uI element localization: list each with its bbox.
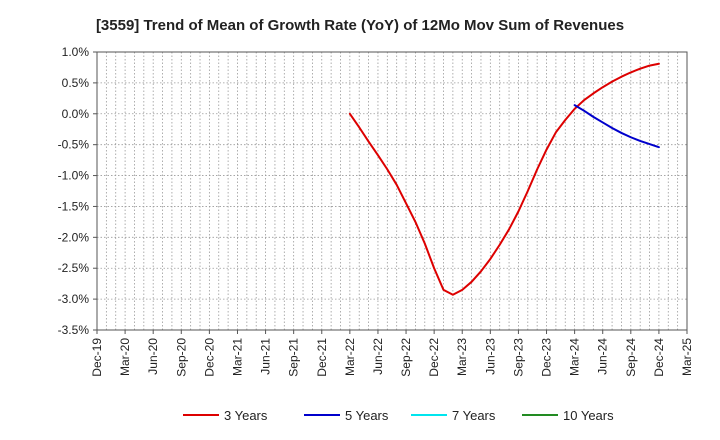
x-tick-label: Sep-23 bbox=[511, 338, 525, 377]
y-tick-label: 0.5% bbox=[62, 76, 90, 90]
y-tick-label: -1.5% bbox=[58, 199, 90, 213]
y-tick-label: -0.5% bbox=[58, 138, 90, 152]
series-layer bbox=[348, 62, 660, 296]
x-tick-label: Dec-19 bbox=[90, 338, 104, 377]
x-tick-label: Mar-22 bbox=[343, 338, 357, 376]
legend: 3 Years 5 Years 7 Years 10 Years bbox=[183, 408, 614, 423]
y-tick-label: 1.0% bbox=[62, 45, 90, 59]
legend-label-10-years: 10 Years bbox=[563, 408, 614, 423]
y-tick-label: -3.0% bbox=[58, 292, 90, 306]
y-tick-label: -1.0% bbox=[58, 169, 90, 183]
plot-background bbox=[97, 52, 687, 330]
x-tick-label: Sep-24 bbox=[624, 338, 638, 377]
grid-layer bbox=[97, 52, 687, 330]
x-tick-label: Dec-20 bbox=[202, 338, 216, 377]
x-tick-label: Mar-20 bbox=[118, 338, 132, 376]
x-tick-label: Jun-22 bbox=[371, 338, 385, 375]
series-line-3-years bbox=[348, 62, 660, 296]
y-tick-label: -2.0% bbox=[58, 230, 90, 244]
x-tick-label: Mar-24 bbox=[568, 338, 582, 376]
x-tick-label: Sep-20 bbox=[174, 338, 188, 377]
x-tick-label: Dec-21 bbox=[315, 338, 329, 377]
chart-title: [3559] Trend of Mean of Growth Rate (YoY… bbox=[96, 17, 624, 34]
x-tick-label: Dec-22 bbox=[427, 338, 441, 377]
plot-frame bbox=[96, 51, 688, 331]
x-tick-label: Jun-21 bbox=[259, 338, 273, 375]
x-tick-label: Sep-21 bbox=[287, 338, 301, 377]
x-tick-label: Jun-20 bbox=[146, 338, 160, 375]
x-tick-label: Jun-24 bbox=[596, 338, 610, 375]
y-tick-label: -2.5% bbox=[58, 261, 90, 275]
legend-label-5-years: 5 Years bbox=[345, 408, 389, 423]
x-tick-label: Sep-22 bbox=[399, 338, 413, 377]
x-tick-label: Mar-25 bbox=[680, 338, 694, 376]
series-line-5-years bbox=[573, 104, 660, 149]
x-tick-label: Dec-24 bbox=[652, 338, 666, 377]
x-tick-label: Mar-21 bbox=[230, 338, 244, 376]
x-tick-label: Dec-23 bbox=[540, 338, 554, 377]
legend-label-7-years: 7 Years bbox=[452, 408, 496, 423]
y-tick-label: 0.0% bbox=[62, 107, 90, 121]
x-tick-label: Mar-23 bbox=[455, 338, 469, 376]
legend-label-3-years: 3 Years bbox=[224, 408, 268, 423]
x-tick-label: Jun-23 bbox=[483, 338, 497, 375]
axis-layer: 1.0% 0.5% 0.0% -0.5% -1.0% -1.5% -2.0% -2.5% -3.… bbox=[58, 45, 694, 377]
y-tick-label: -3.5% bbox=[58, 323, 90, 337]
